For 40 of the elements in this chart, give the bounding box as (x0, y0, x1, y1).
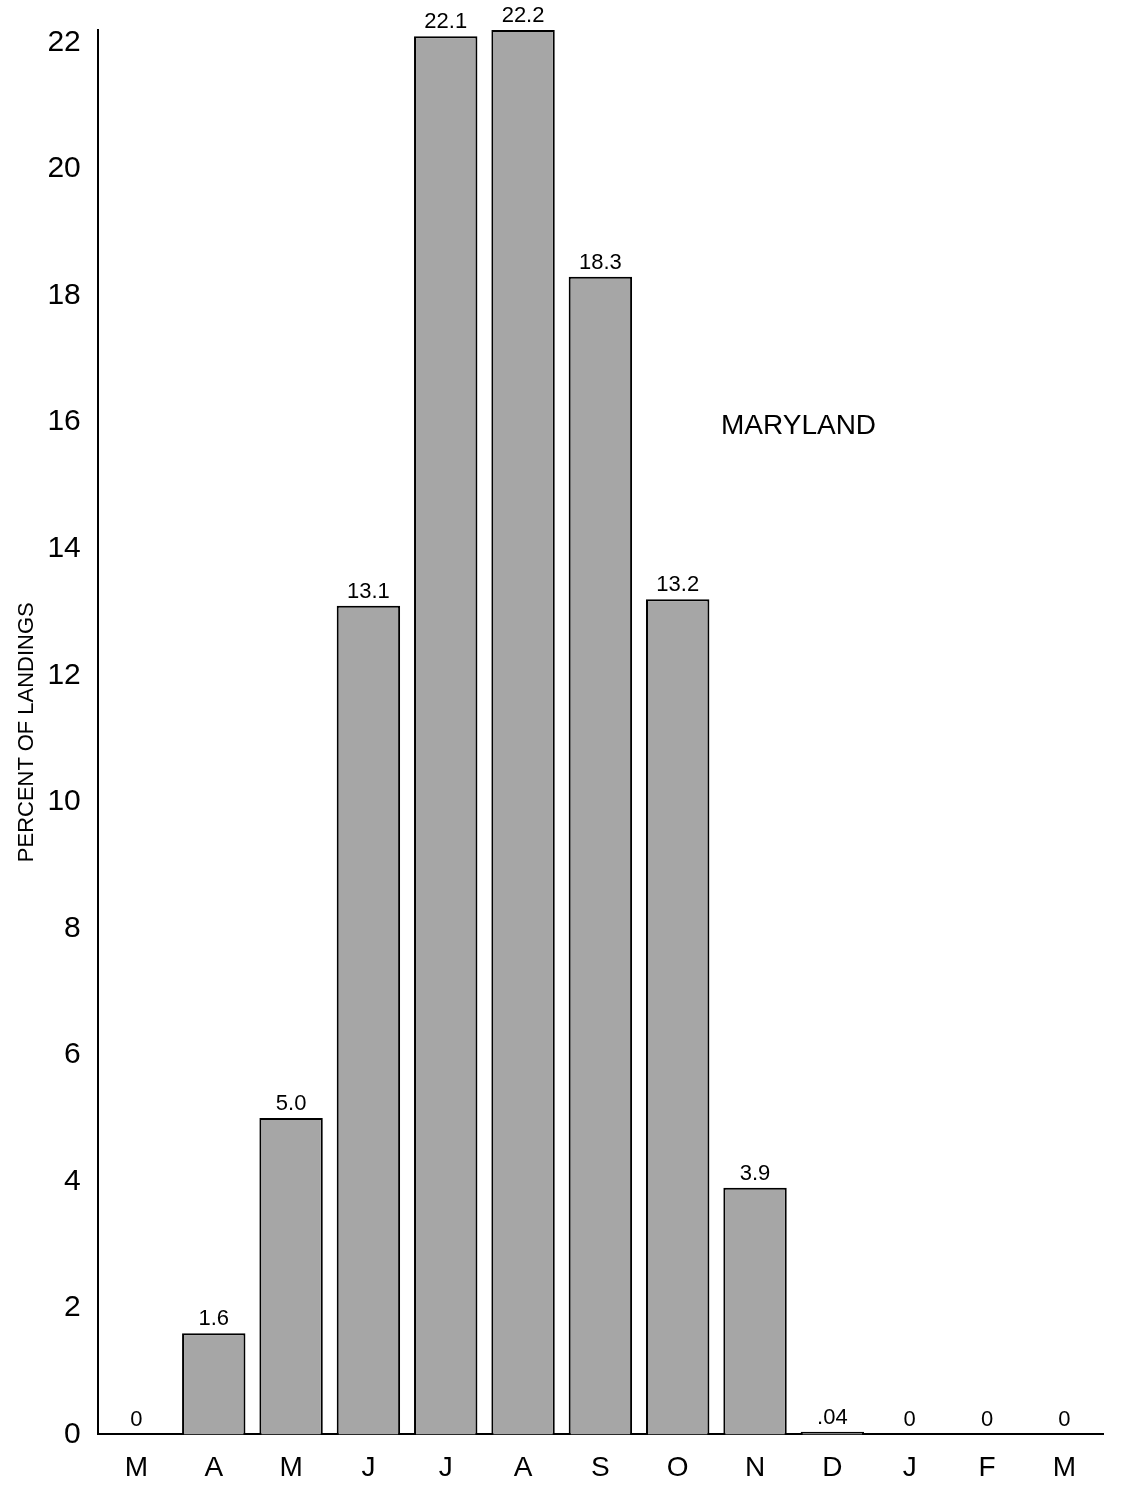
x-tick-label: M (279, 1450, 303, 1482)
data-label: .04 (817, 1403, 848, 1429)
x-tick-label: N (744, 1450, 766, 1482)
data-label: 1.6 (198, 1305, 230, 1331)
x-tick-label: J (361, 1450, 376, 1482)
data-label: 22.2 (501, 2, 545, 28)
y-tick-label: 16 (47, 403, 81, 437)
x-tick-label: D (822, 1450, 843, 1482)
x-tick-label: M (124, 1450, 149, 1482)
data-label: 3.9 (739, 1159, 771, 1185)
y-tick-label: 12 (47, 656, 81, 690)
x-tick-label: F (978, 1450, 996, 1482)
data-label: 13.2 (656, 571, 700, 597)
data-label: 0 (1058, 1406, 1071, 1432)
y-tick-label: 18 (47, 276, 81, 310)
y-tick-label: 10 (47, 783, 81, 817)
annotation: MARYLAND (721, 408, 877, 440)
data-label: 13.1 (346, 577, 390, 603)
x-tick-label: O (666, 1450, 689, 1482)
y-tick-label: 8 (64, 909, 81, 943)
data-label: 0 (130, 1406, 143, 1432)
data-label: 5.0 (275, 1090, 307, 1116)
y-tick-label: 6 (64, 1036, 81, 1070)
data-label: 18.3 (578, 248, 622, 274)
data-label: 0 (903, 1406, 916, 1432)
y-axis-title: PERCENT OF LANDINGS (13, 602, 39, 863)
y-tick-label: 22 (47, 23, 81, 57)
x-tick-label: M (1052, 1450, 1076, 1482)
y-tick-label: 14 (47, 530, 81, 564)
x-tick-label: A (204, 1450, 224, 1482)
y-tick-label: 0 (64, 1415, 81, 1449)
x-tick-label: J (902, 1450, 917, 1482)
x-tick-label: A (513, 1450, 533, 1482)
x-tick-label: S (591, 1450, 610, 1482)
y-tick-label: 2 (64, 1289, 81, 1323)
y-tick-label: 20 (47, 150, 81, 184)
data-label: 22.1 (424, 8, 468, 34)
y-tick-label: 4 (64, 1162, 81, 1196)
data-label: 0 (980, 1406, 994, 1432)
x-tick-label: J (438, 1450, 453, 1482)
